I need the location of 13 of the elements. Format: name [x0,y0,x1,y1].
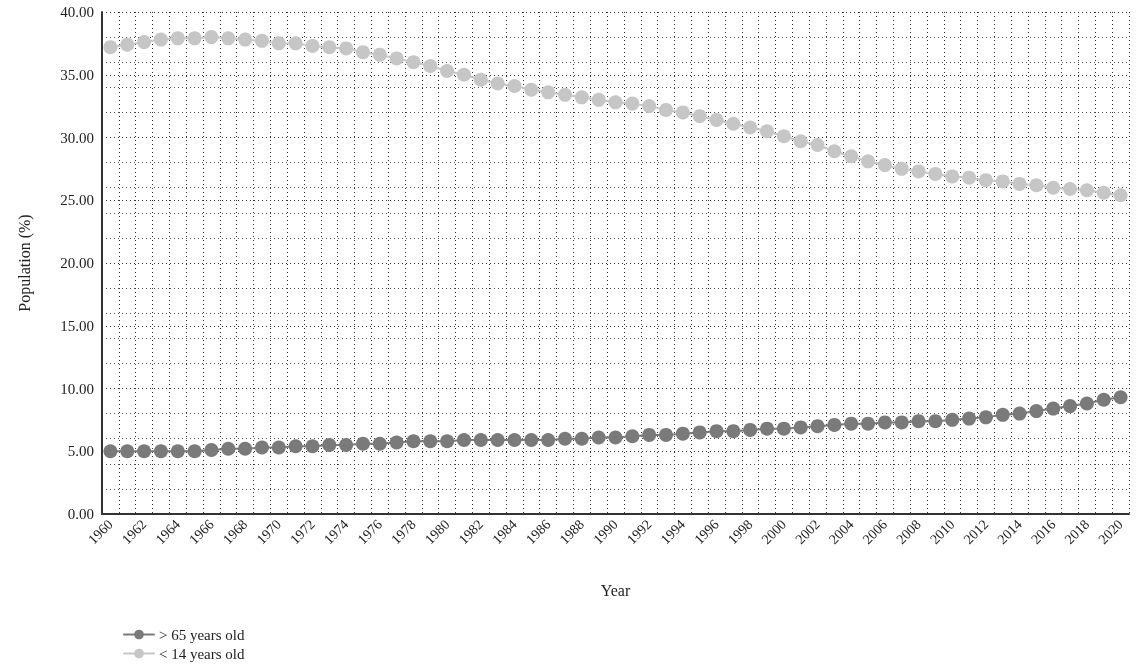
y-tick-label: 35.00 [60,66,94,83]
y-tick-label: 0.00 [67,506,94,522]
y-axis-title: Population (%) [15,214,34,312]
y-tick-label: 10.00 [60,380,94,397]
x-axis-title: Year [600,581,631,599]
y-tick-label: 15.00 [60,317,94,334]
y-tick-label: 5.00 [67,443,94,460]
y-tick-label: 25.00 [60,192,94,209]
legend-label: < 14 years old [159,645,246,662]
legend-label: > 65 years old [159,626,246,643]
y-tick-label: 20.00 [60,255,94,271]
y-tick-label: 30.00 [60,129,94,146]
y-tick-label: 40.00 [60,4,94,20]
